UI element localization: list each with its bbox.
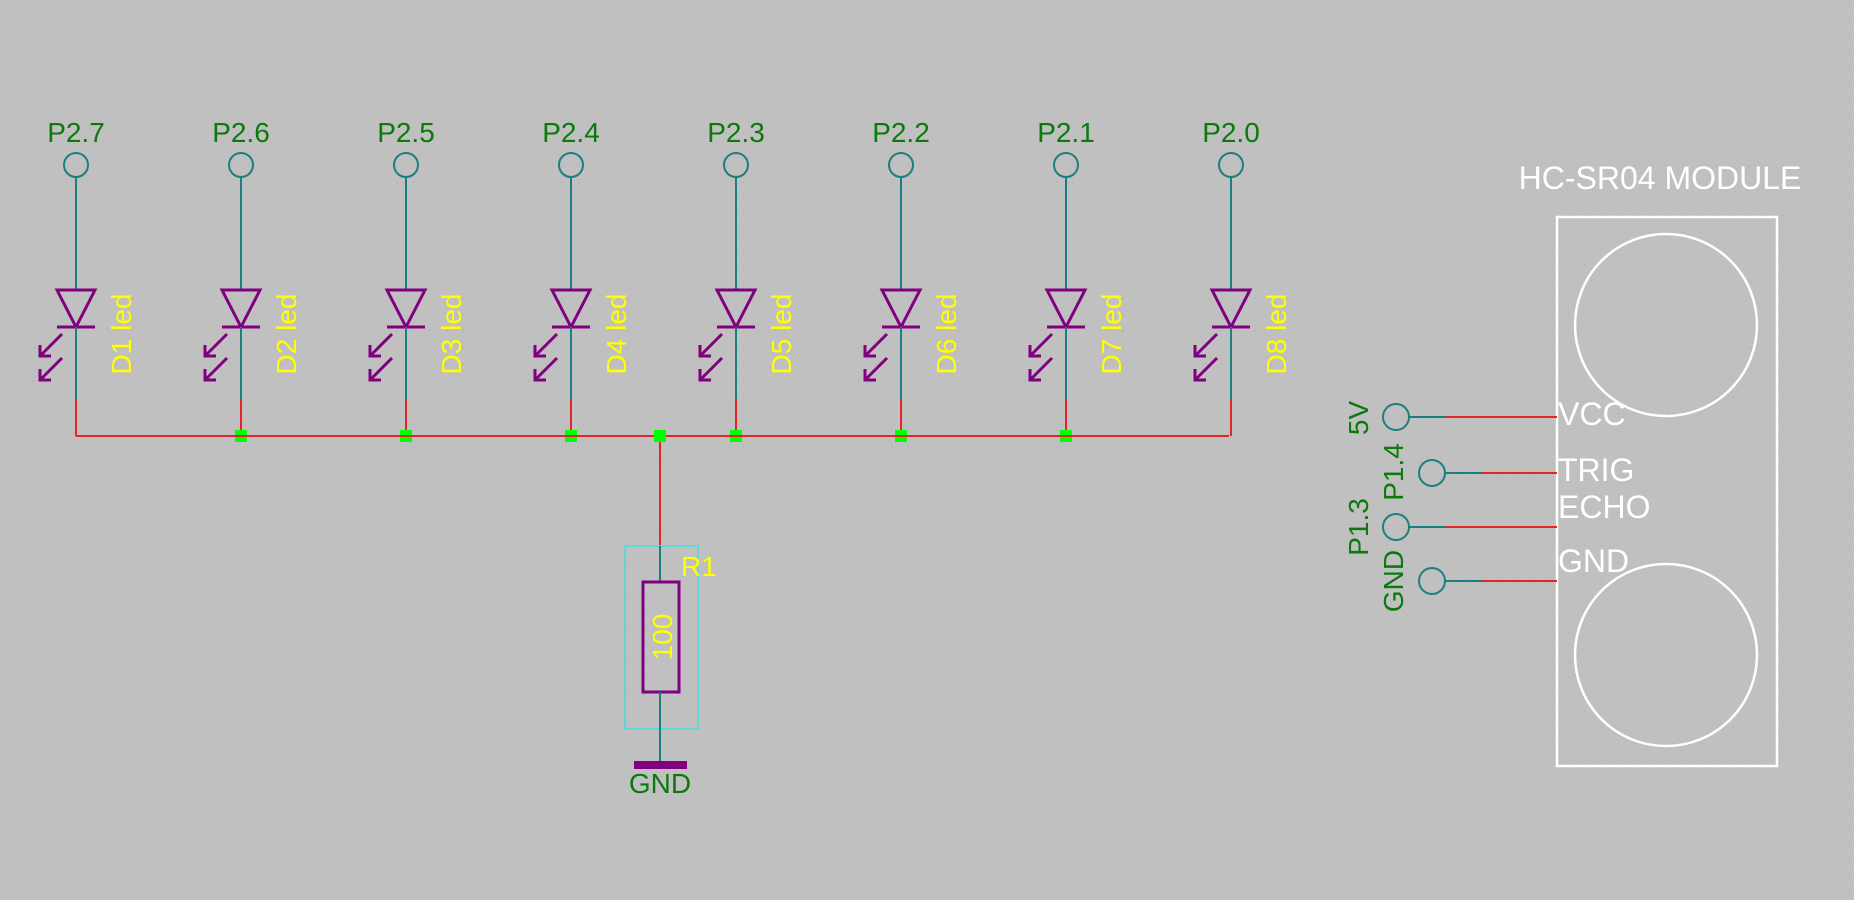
led-channel[interactable]: P2.3 D5 led (698, 117, 797, 442)
resistor-r1[interactable]: R1 100 (624, 436, 717, 764)
diode-triangle (879, 288, 923, 331)
led-port-label: P2.7 (47, 117, 105, 148)
led-port-label: P2.0 (1202, 117, 1260, 148)
diode-triangle (714, 288, 758, 331)
light-arrow-icon (1193, 332, 1219, 358)
ground-label: GND (629, 768, 691, 799)
led-channel[interactable]: P2.2 D6 led (863, 117, 962, 442)
junction-resistor (654, 430, 666, 442)
led-channel[interactable]: P2.6 D2 led (203, 117, 302, 442)
light-arrow-icon (368, 356, 394, 382)
led-ref-label: D8 led (1261, 294, 1292, 375)
ground-bar (634, 761, 687, 769)
module-pin-net-label: P1.3 (1343, 498, 1374, 556)
light-arrow-icon (698, 356, 724, 382)
diode-triangle (54, 288, 98, 331)
module-pin[interactable]: VCC 5V (1343, 396, 1626, 435)
led-channel[interactable]: P2.1 D7 led (1028, 117, 1127, 442)
light-arrow-icon (1028, 332, 1054, 358)
led-port-label: P2.5 (377, 117, 435, 148)
light-arrow-icon (203, 332, 229, 358)
resistor-ref-label: R1 (681, 551, 717, 582)
ground-symbol[interactable]: GND (629, 761, 691, 799)
light-arrow-icon (863, 332, 889, 358)
module-pin-net-label: 5V (1343, 401, 1374, 436)
light-arrow-icon (1028, 356, 1054, 382)
module-pin-net-label: GND (1378, 550, 1409, 612)
led-channel[interactable]: P2.5 D3 led (368, 117, 467, 442)
resistor-bbox (624, 545, 699, 730)
module-transducer-bottom (1573, 562, 1759, 748)
diode-triangle (1044, 288, 1088, 331)
light-arrow-icon (698, 332, 724, 358)
led-port-label: P2.3 (707, 117, 765, 148)
diode-triangle (219, 288, 263, 331)
led-bank: P2.7 D1 led P2.6 D2 led P2.5 D3 led P2.4 D4 led… (38, 117, 1292, 442)
module-pin-name: VCC (1558, 396, 1626, 432)
led-ref-label: D4 led (601, 294, 632, 375)
led-channel[interactable]: P2.7 D1 led (38, 117, 137, 436)
led-ref-label: D1 led (106, 294, 137, 375)
led-diode-symbol (698, 288, 758, 382)
led-channel[interactable]: P2.0 D8 led (1193, 117, 1292, 436)
module-pin[interactable]: TRIG P1.4 (1378, 443, 1634, 501)
led-ref-label: D6 led (931, 294, 962, 375)
led-port-label: P2.1 (1037, 117, 1095, 148)
module-outline (1555, 215, 1779, 768)
led-diode-symbol (1028, 288, 1088, 382)
module-pin[interactable]: ECHO P1.3 (1343, 489, 1650, 556)
led-diode-symbol (533, 288, 593, 382)
light-arrow-icon (863, 356, 889, 382)
module-transducer-top (1573, 232, 1759, 418)
diode-triangle (549, 288, 593, 331)
led-diode-symbol (1193, 288, 1253, 382)
diode-triangle (1209, 288, 1253, 331)
module-title: HC-SR04 MODULE (1519, 160, 1802, 196)
module-pin[interactable]: GND GND (1378, 543, 1629, 612)
module-pin-name: ECHO (1558, 489, 1650, 525)
module-pin-net-label: P1.4 (1378, 443, 1409, 501)
light-arrow-icon (203, 356, 229, 382)
light-arrow-icon (1193, 356, 1219, 382)
light-arrow-icon (368, 332, 394, 358)
led-ref-label: D2 led (271, 294, 302, 375)
diode-triangle (384, 288, 428, 331)
led-diode-symbol (368, 288, 428, 382)
led-port-label: P2.2 (872, 117, 930, 148)
resistor-value-label: 100 (647, 614, 678, 661)
led-channel[interactable]: P2.4 D4 led (533, 117, 632, 442)
light-arrow-icon (38, 332, 64, 358)
led-port-label: P2.4 (542, 117, 600, 148)
hc-sr04-module[interactable]: HC-SR04 MODULE (1519, 160, 1802, 768)
led-ref-label: D7 led (1096, 294, 1127, 375)
led-ref-label: D5 led (766, 294, 797, 375)
light-arrow-icon (533, 356, 559, 382)
light-arrow-icon (38, 356, 64, 382)
light-arrow-icon (533, 332, 559, 358)
led-port-label: P2.6 (212, 117, 270, 148)
module-pin-name: GND (1558, 543, 1629, 579)
module-pin-name: TRIG (1558, 452, 1634, 488)
led-ref-label: D3 led (436, 294, 467, 375)
